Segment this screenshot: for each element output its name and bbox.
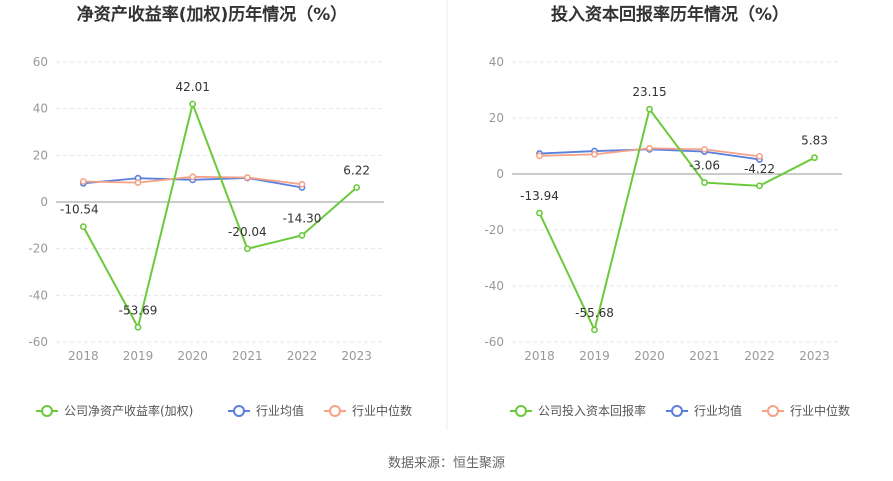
- roic-chart: 投入资本回报率历年情况（%） 40 20 0 -20 -40 -60 2018 2019 2020…: [484, 4, 850, 418]
- legend-entry-company: 公司投入资本回报率: [538, 403, 646, 418]
- x-tick-label: 2020: [634, 349, 665, 363]
- company-data-point: [79, 223, 87, 230]
- median-data-point: [298, 180, 306, 188]
- company-data-point: [811, 154, 818, 162]
- legend-entry-average: 行业均值: [256, 403, 304, 418]
- y-tick-label: -20: [28, 242, 48, 256]
- company-data-label: -55.68: [575, 306, 614, 320]
- company-data-point: [134, 323, 142, 331]
- median-data-point: [189, 173, 197, 181]
- company-data-label: -4.22: [744, 162, 775, 176]
- company-data-label: 6.22: [343, 163, 370, 177]
- company-data-point: [189, 100, 197, 108]
- company-data-point: [756, 182, 763, 190]
- y-tick-label: 20: [489, 111, 504, 125]
- y-tick-label: -20: [484, 223, 504, 237]
- roe-chart: 净资产收益率(加权)历年情况（%） 60 40 20 0 -20 -40 -60 2018 201…: [28, 4, 412, 418]
- company-data-label: -53.69: [119, 303, 158, 317]
- legend-swatch-marker: [767, 405, 779, 417]
- legend-swatch-marker: [41, 405, 53, 417]
- legend-swatch-marker: [671, 405, 683, 417]
- median-data-point: [591, 150, 598, 158]
- y-tick-label: 40: [33, 102, 48, 116]
- median-data-point: [701, 145, 708, 153]
- median-data-point: [536, 152, 543, 160]
- x-tick-label: 2022: [744, 349, 775, 363]
- company-data-label: -14.30: [283, 211, 322, 225]
- median-data-point: [134, 179, 142, 187]
- company-data-label: -20.04: [228, 225, 267, 239]
- y-tick-label: 0: [496, 167, 504, 181]
- company-data-point: [243, 245, 251, 253]
- legend-swatch-marker: [515, 405, 527, 417]
- company-series-line: [82, 100, 358, 331]
- company-data-label: -3.06: [689, 159, 720, 173]
- x-tick-label: 2021: [232, 349, 263, 363]
- company-series-line: [538, 106, 815, 333]
- company-data-label: 42.01: [175, 80, 209, 94]
- median-data-point: [243, 174, 251, 181]
- y-tick-label: -60: [484, 335, 504, 349]
- company-data-label: 23.15: [632, 85, 666, 99]
- y-tick-label: 0: [40, 195, 48, 209]
- company-data-label: -10.54: [60, 203, 99, 217]
- x-tick-label: 2023: [341, 349, 372, 363]
- legend-entry-median: 行业中位数: [790, 403, 850, 418]
- chart-title: 投入资本回报率历年情况（%）: [551, 4, 789, 25]
- company-data-point: [591, 326, 598, 334]
- x-tick-label: 2021: [689, 349, 720, 363]
- x-tick-label: 2023: [799, 349, 830, 363]
- y-tick-label: -40: [484, 279, 504, 293]
- x-tick-label: 2019: [579, 349, 610, 363]
- y-tick-label: 40: [489, 55, 504, 69]
- chart-title: 净资产收益率(加权)历年情况（%）: [77, 4, 348, 25]
- legend-entry-median: 行业中位数: [352, 403, 412, 418]
- x-tick-label: 2022: [287, 349, 318, 363]
- source-note: 数据来源：恒生聚源: [388, 456, 505, 471]
- company-data-point: [353, 184, 361, 191]
- y-tick-label: 20: [33, 148, 48, 162]
- company-data-label: -13.94: [520, 189, 559, 203]
- company-data-point: [701, 179, 708, 186]
- legend-swatch-marker: [329, 405, 341, 417]
- company-data-point: [298, 231, 306, 239]
- legend-entry-company: 公司净资产收益率(加权): [64, 403, 193, 418]
- median-data-point: [79, 178, 87, 185]
- x-tick-label: 2018: [524, 349, 555, 363]
- y-tick-label: -40: [28, 288, 48, 302]
- company-data-point: [536, 209, 543, 217]
- x-tick-label: 2019: [123, 349, 154, 363]
- company-data-point: [646, 105, 653, 113]
- y-tick-label: 60: [33, 55, 48, 69]
- legend-entry-average: 行业均值: [694, 403, 742, 418]
- legend-swatch-marker: [233, 405, 245, 417]
- x-tick-label: 2020: [177, 349, 208, 363]
- y-tick-label: -60: [28, 335, 48, 349]
- company-data-label: 5.83: [801, 134, 828, 148]
- median-data-point: [646, 144, 653, 152]
- median-data-point: [756, 152, 763, 160]
- x-tick-label: 2018: [68, 349, 99, 363]
